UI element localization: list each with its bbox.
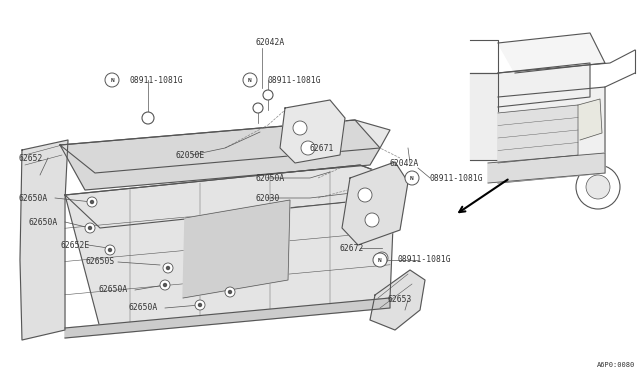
Circle shape: [163, 283, 166, 286]
Text: 62650A: 62650A: [18, 193, 47, 202]
Polygon shape: [498, 105, 578, 163]
Polygon shape: [60, 120, 380, 190]
Circle shape: [87, 197, 97, 207]
Text: 62030: 62030: [255, 193, 280, 202]
Circle shape: [195, 300, 205, 310]
Text: 62652E: 62652E: [60, 241, 89, 250]
Circle shape: [586, 175, 610, 199]
Text: 62672: 62672: [340, 244, 364, 253]
Circle shape: [142, 112, 154, 124]
Polygon shape: [342, 162, 408, 245]
Polygon shape: [65, 165, 395, 228]
Text: 62650S: 62650S: [85, 257, 115, 266]
Text: N: N: [248, 77, 252, 83]
Circle shape: [85, 223, 95, 233]
Circle shape: [405, 171, 419, 185]
Text: N: N: [410, 176, 414, 180]
Text: 62650A: 62650A: [128, 304, 157, 312]
Text: A6P0:0080: A6P0:0080: [596, 362, 635, 368]
Text: 08911-1081G: 08911-1081G: [398, 256, 452, 264]
Circle shape: [105, 73, 119, 87]
Text: N: N: [378, 257, 382, 263]
Circle shape: [380, 256, 384, 260]
Text: 62650A: 62650A: [28, 218, 57, 227]
Polygon shape: [498, 33, 605, 73]
Text: 62042A: 62042A: [255, 38, 284, 46]
Circle shape: [293, 121, 307, 135]
Polygon shape: [183, 200, 290, 298]
Polygon shape: [498, 87, 605, 183]
Polygon shape: [370, 270, 425, 330]
Polygon shape: [280, 100, 345, 163]
Circle shape: [373, 253, 387, 267]
Text: 08911-1081G: 08911-1081G: [268, 76, 322, 84]
Circle shape: [358, 188, 372, 202]
Circle shape: [263, 90, 273, 100]
Circle shape: [88, 227, 92, 230]
Text: 08911-1081G: 08911-1081G: [130, 76, 184, 84]
Circle shape: [243, 73, 257, 87]
Polygon shape: [60, 120, 390, 173]
Text: 62653: 62653: [388, 295, 412, 305]
Text: 62671: 62671: [310, 144, 334, 153]
Polygon shape: [498, 63, 590, 107]
Circle shape: [365, 213, 379, 227]
Circle shape: [301, 141, 315, 155]
Polygon shape: [65, 298, 390, 338]
Polygon shape: [20, 140, 68, 340]
Circle shape: [163, 263, 173, 273]
Circle shape: [376, 252, 388, 264]
Text: 62650A: 62650A: [98, 285, 127, 295]
Circle shape: [198, 304, 202, 307]
Text: 62050E: 62050E: [175, 151, 204, 160]
Circle shape: [228, 291, 232, 294]
Text: 08911-1081G: 08911-1081G: [430, 173, 484, 183]
Text: 62042A: 62042A: [390, 158, 419, 167]
Circle shape: [253, 103, 263, 113]
Text: 62652: 62652: [18, 154, 42, 163]
Circle shape: [576, 165, 620, 209]
Circle shape: [105, 245, 115, 255]
Circle shape: [225, 287, 235, 297]
Circle shape: [109, 248, 111, 251]
Text: 62050A: 62050A: [255, 173, 284, 183]
Polygon shape: [470, 73, 498, 160]
Text: N: N: [110, 77, 114, 83]
Circle shape: [160, 280, 170, 290]
Polygon shape: [488, 153, 605, 183]
Polygon shape: [578, 99, 602, 140]
Circle shape: [90, 201, 93, 203]
Polygon shape: [65, 165, 395, 328]
Circle shape: [166, 266, 170, 269]
